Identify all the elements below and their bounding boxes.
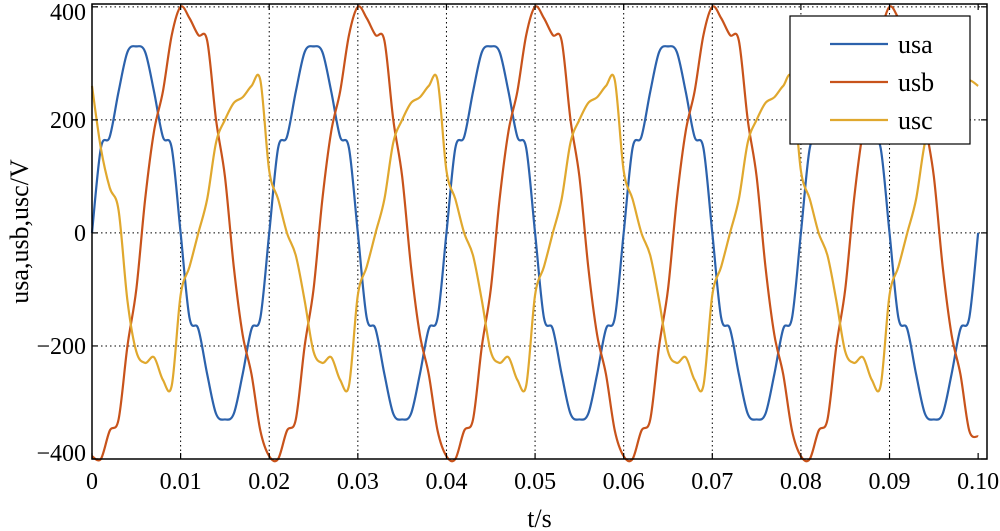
y-tick-label: −400 xyxy=(36,441,86,467)
y-tick-label: 400 xyxy=(50,0,86,26)
y-tick-label: 200 xyxy=(50,108,86,134)
x-tick-label: 0.06 xyxy=(603,469,645,495)
plot-frame xyxy=(91,3,988,460)
y-tick-label: 0 xyxy=(74,221,86,247)
legend-box xyxy=(789,15,971,145)
x-tick-label: 0.03 xyxy=(337,469,379,495)
x-tick-label: 0.08 xyxy=(780,469,822,495)
y-axis-title: usa,usb,usc/V xyxy=(5,159,34,304)
tick-labels: 0 0.01 0.02 0.03 0.04 0.05 0.06 0.07 0.08 0.09 0.1… xyxy=(36,0,999,495)
x-tick-label: 0.09 xyxy=(869,469,911,495)
grid xyxy=(92,4,987,459)
legend-label-usb: usb xyxy=(898,68,934,97)
series-line-usc xyxy=(90,73,979,393)
axis-ticks xyxy=(91,4,987,460)
x-tick-label: 0.07 xyxy=(691,469,733,495)
x-tick-label: 0.02 xyxy=(248,469,290,495)
legend-label-usc: usc xyxy=(898,106,933,135)
y-tick-label: −200 xyxy=(36,334,86,360)
x-tick-label: 0.01 xyxy=(160,469,202,495)
x-tick-label: 0.10 xyxy=(957,469,999,495)
x-tick-label: 0 xyxy=(86,469,98,495)
x-tick-label: 0.04 xyxy=(425,469,467,495)
legend-label-usa: usa xyxy=(898,30,933,59)
x-tick-label: 0.05 xyxy=(514,469,556,495)
legend: usa usb usc xyxy=(789,15,971,145)
x-axis-title: t/s xyxy=(527,504,552,531)
